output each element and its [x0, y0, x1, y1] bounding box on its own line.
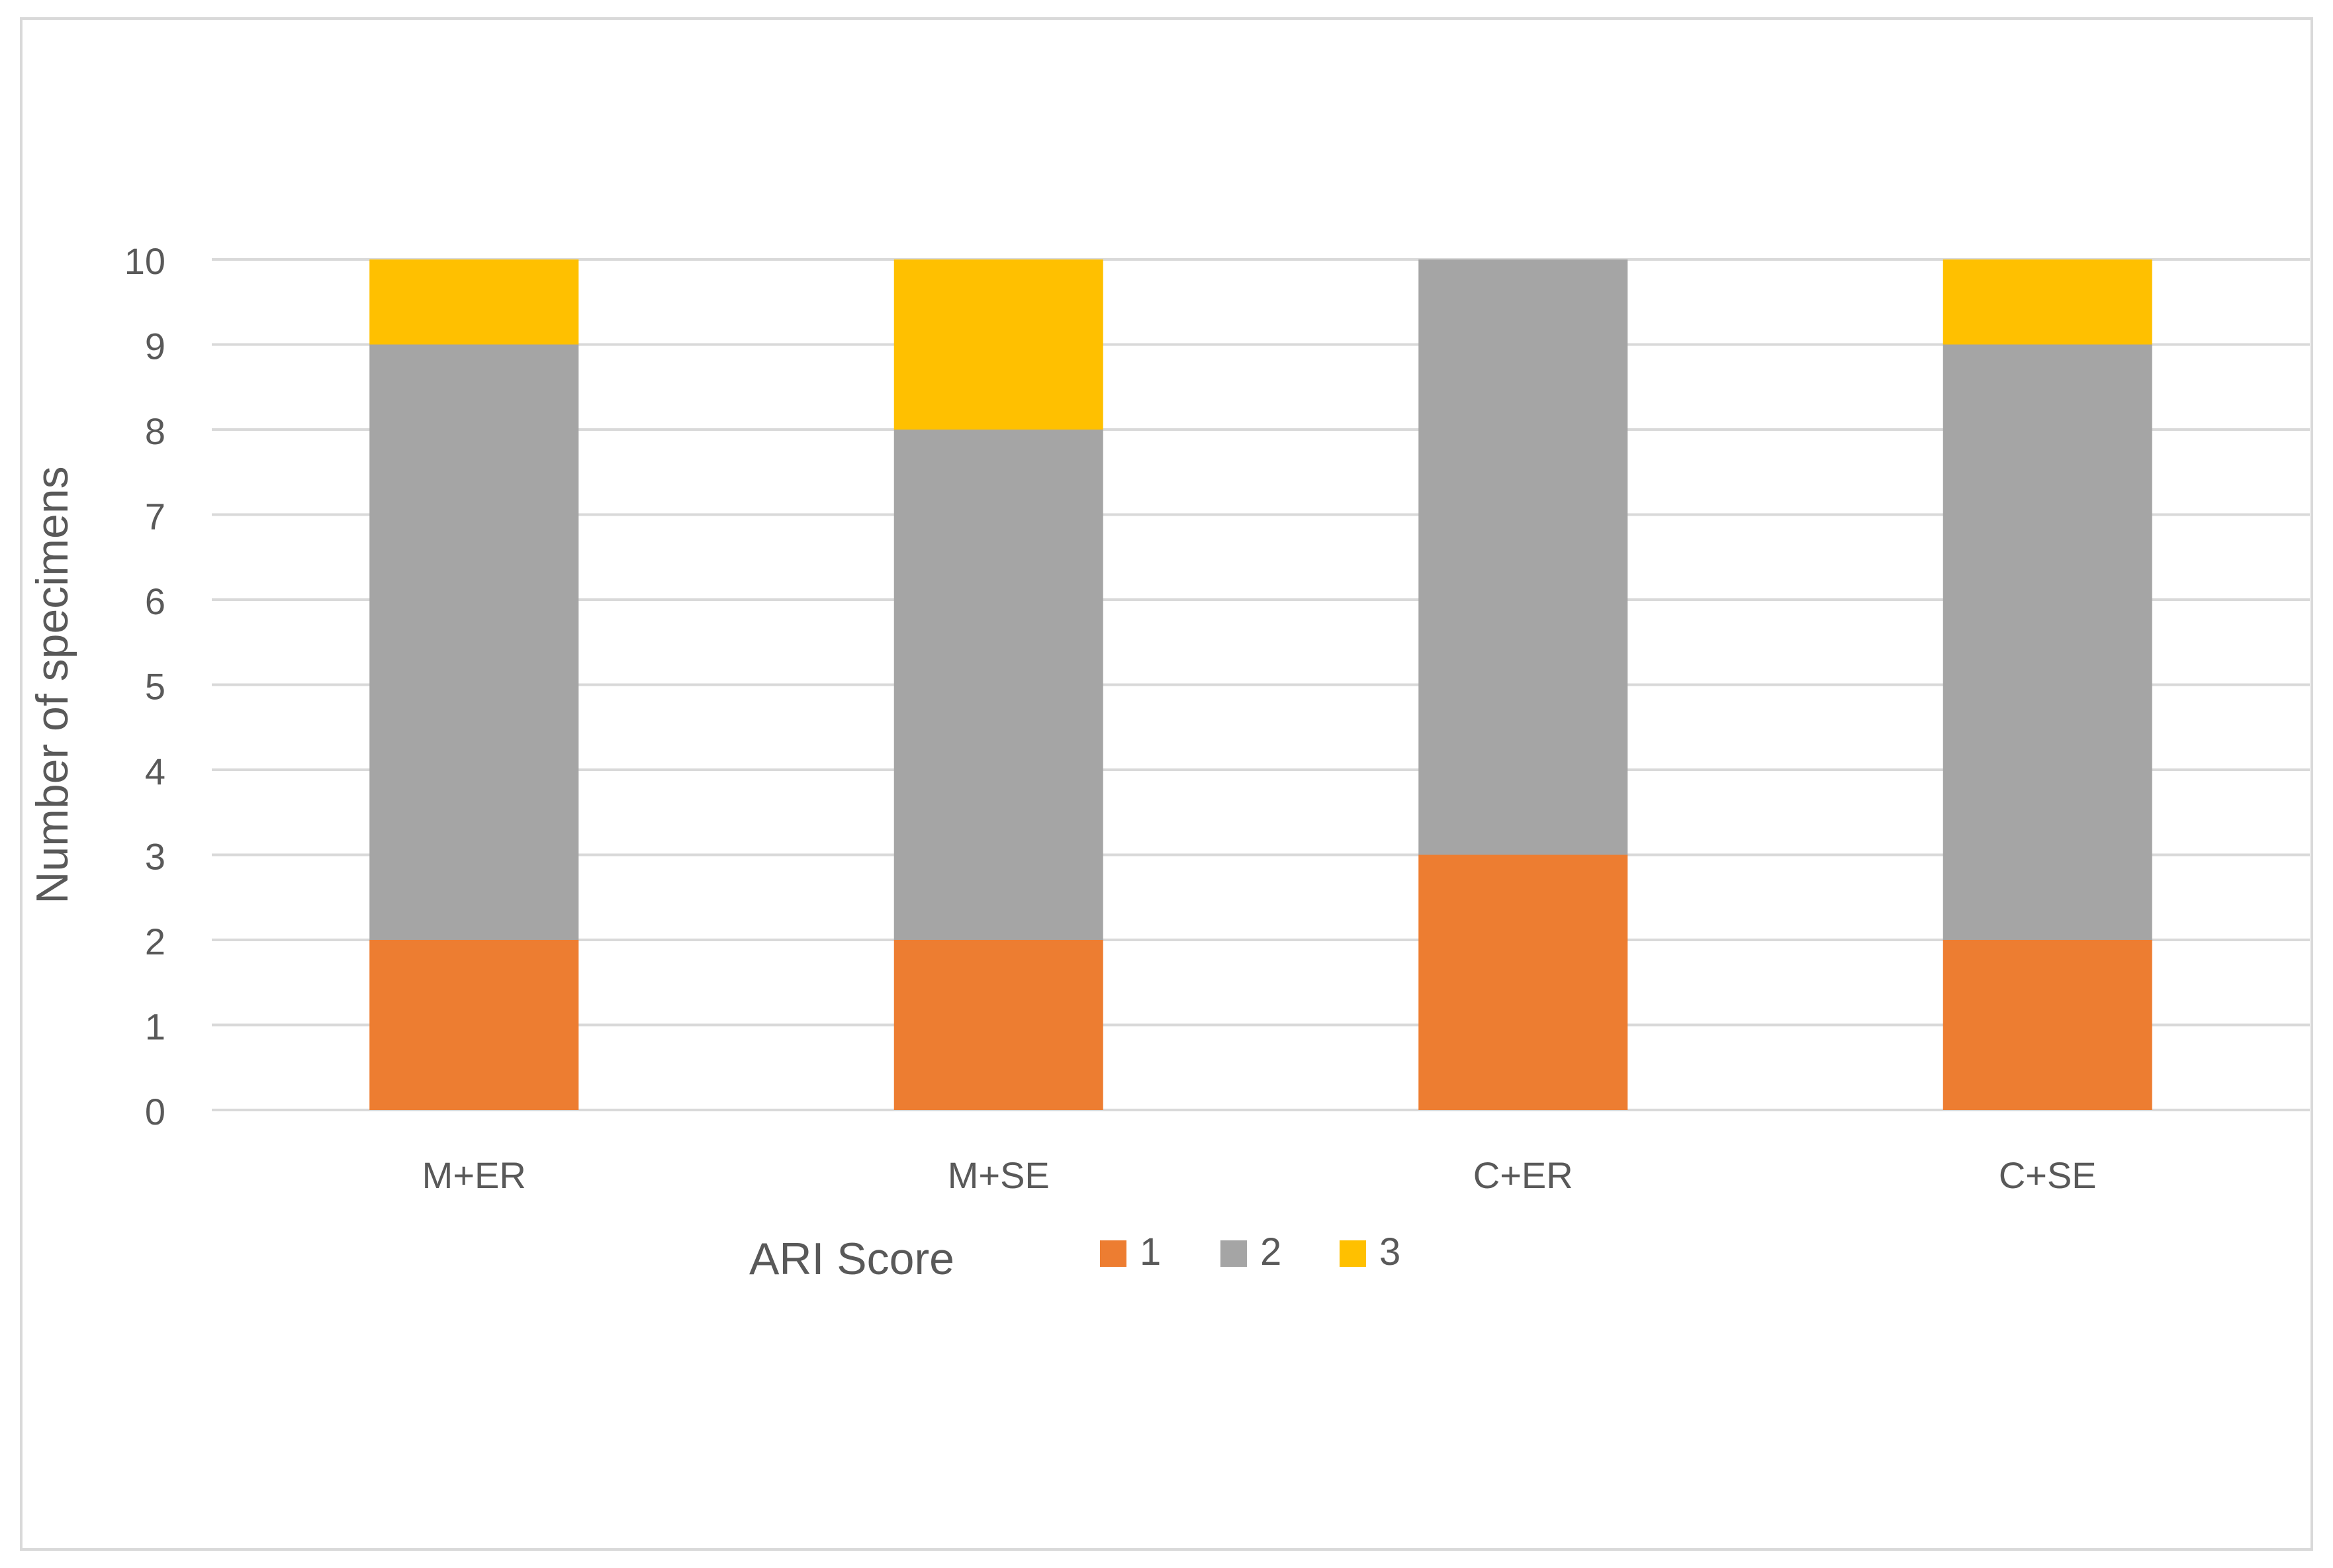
bar-segment-C+SE-score-1	[1943, 940, 2152, 1110]
y-tick-label: 9	[145, 326, 165, 367]
bar-segment-M+ER-score-1	[369, 940, 579, 1110]
y-tick-label: 0	[145, 1091, 165, 1132]
legend-label: 1	[1140, 1230, 1161, 1273]
x-category-label: M+SE	[948, 1154, 1050, 1196]
y-tick-label: 6	[145, 580, 165, 622]
y-tick-label: 7	[145, 496, 165, 537]
legend-label: 2	[1260, 1230, 1281, 1273]
x-category-label: M+ER	[422, 1154, 526, 1196]
bar-segment-C+SE-score-3	[1943, 259, 2152, 345]
y-tick-label: 4	[145, 751, 165, 792]
x-category-label: C+ER	[1473, 1154, 1573, 1196]
legend-title: ARI Score	[749, 1234, 954, 1284]
legend-swatch-1	[1100, 1240, 1126, 1267]
y-tick-label: 2	[145, 921, 165, 962]
y-axis-ticks: 0 1 2 3 4 5 6 7 8 9 10	[124, 240, 165, 1132]
bar-segment-M+ER-score-3	[369, 259, 579, 345]
legend-label: 3	[1379, 1230, 1400, 1273]
bar-segment-M+SE-score-3	[893, 259, 1103, 430]
bar-segment-M+SE-score-1	[893, 940, 1103, 1110]
x-category-label: C+SE	[1999, 1154, 2097, 1196]
bar-segment-C+ER-score-1	[1418, 854, 1628, 1110]
bar-segment-C+ER-score-2	[1418, 259, 1628, 855]
y-tick-label: 5	[145, 666, 165, 708]
legend-swatch-3	[1340, 1240, 1366, 1267]
bars	[369, 259, 2152, 1110]
legend-swatch-2	[1220, 1240, 1247, 1267]
bar-segment-M+ER-score-2	[369, 344, 579, 940]
bar-segment-C+SE-score-2	[1943, 344, 2152, 940]
bar-segment-M+SE-score-2	[893, 430, 1103, 940]
y-axis-title: Number of specimens	[27, 466, 77, 903]
y-tick-label: 8	[145, 410, 165, 452]
legend: 1 2 3	[1100, 1230, 1400, 1273]
x-axis-categories: M+ER M+SE C+ER C+SE	[422, 1154, 2097, 1196]
y-tick-label: 1	[145, 1006, 165, 1048]
y-tick-label: 3	[145, 836, 165, 878]
y-tick-label: 10	[124, 240, 165, 282]
